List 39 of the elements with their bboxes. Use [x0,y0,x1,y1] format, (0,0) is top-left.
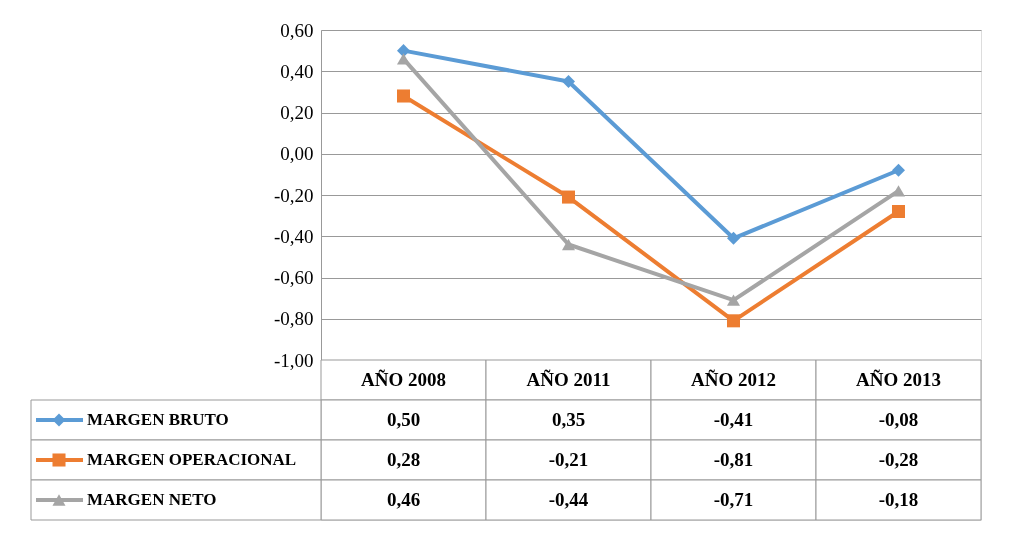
data-label: -0,44 [548,489,589,510]
data-label: -0,08 [878,409,919,430]
y-tick-label: -1,00 [273,349,314,371]
point [891,204,906,219]
point [891,185,906,197]
data-label: -0,81 [713,449,754,470]
y-tick-label: -0,40 [273,225,314,247]
data-label: -0,41 [713,409,754,430]
point [726,314,741,328]
data-label: -0,21 [548,449,589,470]
y-tick-label: 0,00 [280,143,314,165]
point [561,238,576,251]
point [561,75,576,89]
data-label: 0,50 [386,409,421,430]
data-label: 0,35 [551,409,586,430]
point [891,163,906,177]
x-tick-label: AÑO 2008 [361,369,446,390]
point [396,89,411,103]
x-tick-label: AÑO 2013 [856,369,941,390]
y-tick-label: 0,20 [280,102,314,123]
y-tick-label: -0,60 [273,267,314,288]
x-tick-label: AÑO 2011 [526,369,611,390]
point [726,231,741,245]
legend-label: MARGEN OPERACIONAL [87,450,297,469]
data-label: -0,18 [878,489,919,510]
x-tick-label: AÑO 2012 [691,369,776,390]
point [396,53,411,65]
legend-label: MARGEN NETO [87,490,217,509]
data-label: 0,46 [386,489,421,510]
legend-label: MARGEN BRUTO [87,410,229,429]
point [561,190,576,204]
data-label: 0,28 [386,449,421,470]
y-tick-label: -0,20 [273,184,314,206]
data-label: -0,71 [713,489,754,510]
y-tick-label: 0,60 [280,19,314,41]
y-tick-label: 0,40 [280,60,314,82]
point [726,294,741,306]
data-label: -0,28 [878,449,919,470]
y-tick-label: -0,80 [273,308,314,330]
